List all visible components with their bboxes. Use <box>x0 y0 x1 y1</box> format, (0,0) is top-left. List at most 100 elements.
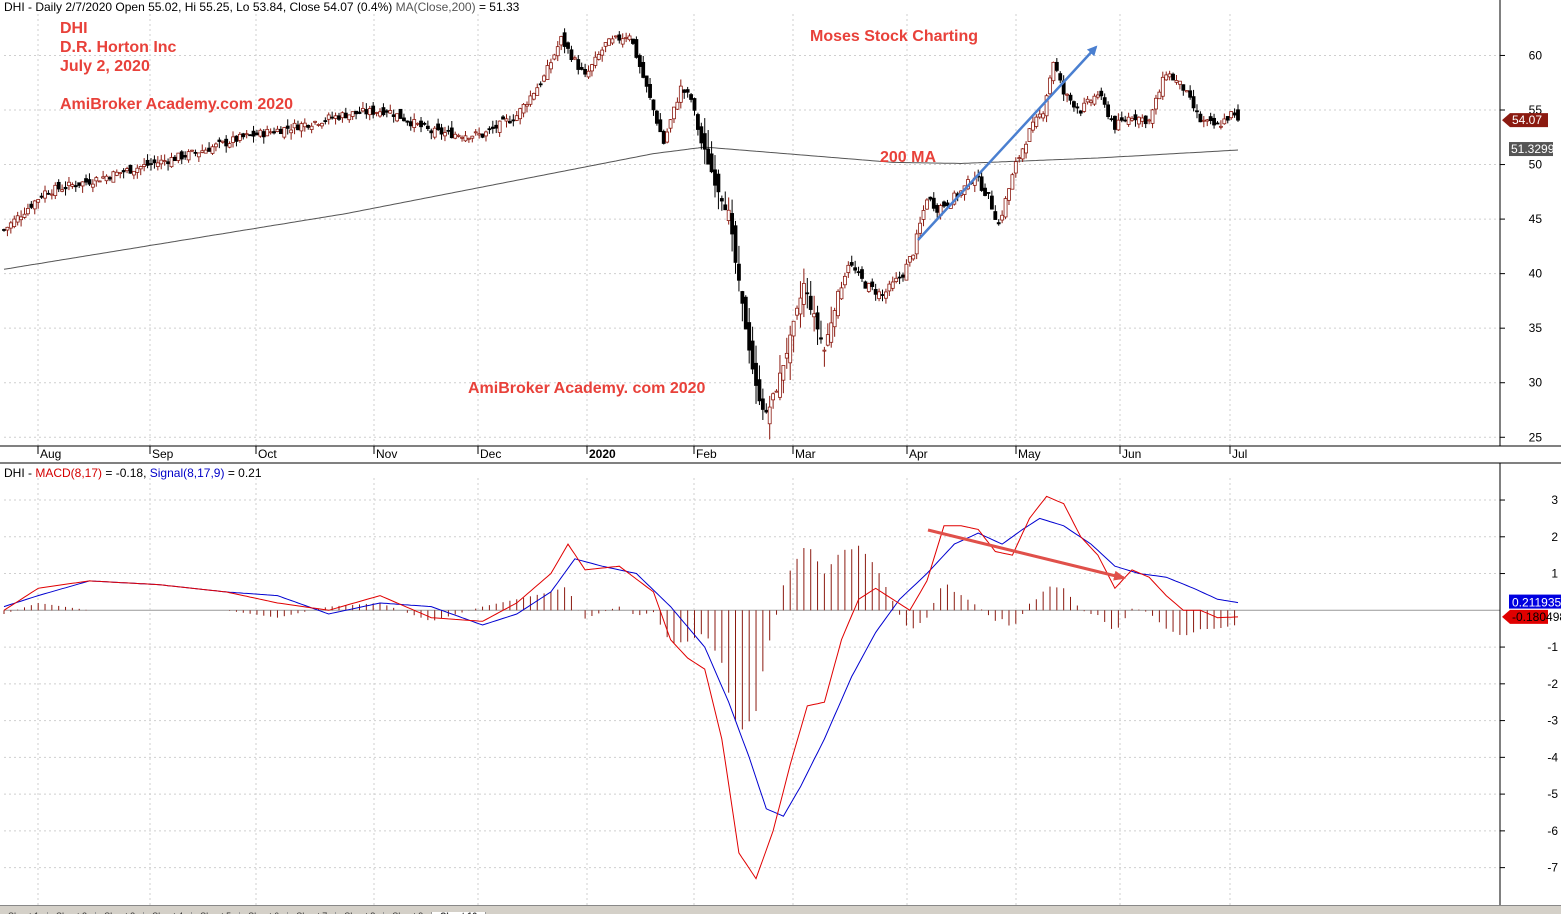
candle-body <box>87 179 92 185</box>
candle-body <box>1010 174 1015 190</box>
candle-body <box>323 120 328 122</box>
candle-body <box>32 200 37 210</box>
candle-body <box>1058 73 1063 81</box>
candle-body <box>1150 109 1155 124</box>
candle-body <box>275 128 280 132</box>
price-y-tick-label: 40 <box>1529 267 1543 281</box>
candle-body <box>1095 94 1100 98</box>
candle-body <box>566 42 570 49</box>
sheet-tab[interactable]: Sheet 6 <box>240 912 289 914</box>
sheet-tab[interactable]: Sheet 10 <box>432 912 487 914</box>
candle-body <box>429 130 434 134</box>
macd-header-label: MACD(8,17) <box>35 466 103 480</box>
candle-body <box>658 119 663 133</box>
candle-body <box>853 267 858 271</box>
price-value-label-bg <box>1502 113 1548 128</box>
candle-body <box>1116 119 1121 131</box>
candle-body <box>302 122 307 128</box>
candle-body <box>1191 96 1196 109</box>
candle-body <box>135 167 140 173</box>
x-tick-label: Oct <box>258 447 277 461</box>
candle-body <box>39 195 44 198</box>
price-y-tick-label: 35 <box>1529 321 1543 335</box>
candle-body <box>518 108 523 120</box>
candle-body <box>244 133 249 136</box>
sheet-tab[interactable]: Sheet 2 <box>48 912 97 914</box>
candle-body <box>730 213 734 235</box>
candle-body <box>856 271 861 274</box>
candle-body <box>1000 214 1005 221</box>
candle-body <box>1020 148 1025 160</box>
sheet-tab[interactable]: Sheet 1 <box>0 912 49 914</box>
candle-body <box>873 288 878 295</box>
candle-body <box>863 281 868 289</box>
candle-body <box>627 35 632 41</box>
macd-lines <box>3 495 1239 880</box>
candle-body <box>836 290 840 317</box>
ma-value-label-bg <box>1509 142 1553 157</box>
candle-body <box>1154 97 1158 110</box>
candle-body <box>456 134 461 137</box>
candle-body <box>371 105 376 115</box>
candle-body <box>832 310 837 328</box>
candle-body <box>839 287 844 300</box>
candle-body <box>514 115 519 121</box>
price-y-tick-label: 50 <box>1529 158 1543 172</box>
candle-body <box>931 197 936 209</box>
candle-body <box>1160 76 1165 97</box>
macd-y-tick-label: 2 <box>1551 530 1558 544</box>
candle-body <box>716 173 721 193</box>
candle-body <box>726 209 731 221</box>
macd-y-tick-label: 1 <box>1551 567 1558 581</box>
candle-body <box>747 322 752 351</box>
candle-body <box>880 294 885 296</box>
candle-body <box>473 131 478 134</box>
annotation-date: July 2, 2020 <box>60 58 150 75</box>
candle-body <box>1167 73 1172 78</box>
candle-body <box>846 264 851 273</box>
candle-body <box>67 181 71 187</box>
candle-body <box>183 155 188 158</box>
ma-value-label: 51.3299 <box>1511 142 1555 156</box>
candle-body <box>767 406 772 425</box>
candle-body <box>692 98 697 111</box>
sheet-tab[interactable]: Sheet 8 <box>336 912 385 914</box>
sheet-tab[interactable]: Sheet 7 <box>288 912 337 914</box>
candle-body <box>870 281 875 287</box>
candle-body <box>901 274 905 278</box>
candle-body <box>227 143 232 148</box>
candle-body <box>808 295 813 310</box>
candle-body <box>46 192 51 195</box>
candle-body <box>354 110 358 115</box>
candle-body <box>801 283 806 305</box>
candle-body <box>108 177 112 180</box>
annotation-watermark-top: AmiBroker Academy.com 2020 <box>60 96 293 113</box>
candle-body <box>1195 110 1199 113</box>
signal-value-label: 0.211935 <box>1512 596 1561 610</box>
sheet-tab[interactable]: Sheet 3 <box>96 912 145 914</box>
candle-body <box>94 177 99 182</box>
candle-body <box>1171 73 1175 81</box>
candle-body <box>26 208 30 215</box>
sheet-tab[interactable]: Sheet 9 <box>384 912 433 914</box>
signal-line <box>3 517 1239 817</box>
x-tick-label: 2020 <box>589 447 616 461</box>
candle-body <box>549 62 553 70</box>
sheet-tab[interactable]: Sheet 4 <box>144 912 193 914</box>
candle-body <box>12 218 17 227</box>
candle-body <box>1082 102 1087 112</box>
sheet-tab[interactable]: Sheet 5 <box>192 912 241 914</box>
candle-body <box>203 149 208 154</box>
x-tick-label: Mar <box>795 447 816 461</box>
candle-body <box>77 182 82 186</box>
macd-y-tick-label: -2 <box>1547 677 1558 691</box>
macd-y-tick-label: -1 <box>1547 640 1558 654</box>
candle-body <box>613 35 618 38</box>
candle-body <box>1205 119 1210 122</box>
candle-body <box>73 185 78 188</box>
price-value-label-text: 54.07 <box>1512 113 1542 127</box>
candle-body <box>439 127 444 135</box>
candle-body <box>928 196 933 200</box>
candle-body <box>979 176 984 191</box>
candle-body <box>49 193 54 196</box>
